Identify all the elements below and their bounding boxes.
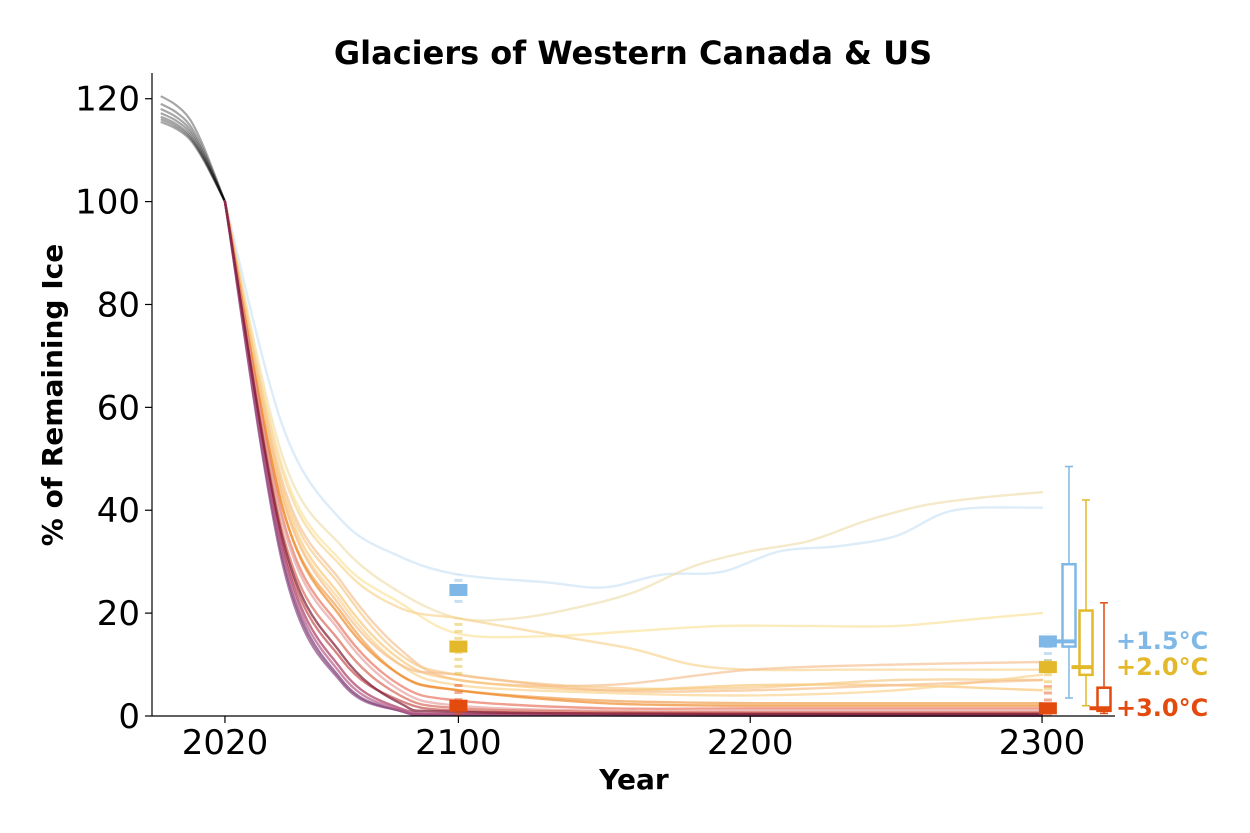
historical-line bbox=[160, 120, 226, 203]
legend-label: +2.0°C bbox=[1116, 653, 1208, 681]
marker-median-2100 bbox=[449, 640, 468, 653]
projection-line bbox=[223, 200, 1044, 717]
legend-label: +3.0°C bbox=[1116, 694, 1208, 722]
y-tick-label: 40 bbox=[97, 491, 140, 531]
legend-label: +1.5°C bbox=[1116, 627, 1208, 655]
marker-median-2100 bbox=[449, 583, 468, 596]
marker-median-2302 bbox=[1038, 661, 1057, 674]
legend: +1.5°C+2.0°C +3.0°C bbox=[1116, 627, 1208, 722]
y-tick-label: 120 bbox=[75, 80, 140, 120]
projection-line bbox=[223, 200, 1044, 688]
historical-line bbox=[160, 108, 226, 203]
y-tick-label: 80 bbox=[97, 285, 140, 325]
x-tick-label: 2300 bbox=[999, 723, 1086, 763]
axes: 0 20 40 60 80 100 120 2020 2100 2200 2300 bbox=[75, 73, 1115, 763]
projection-line bbox=[223, 200, 1044, 589]
historical-line bbox=[160, 118, 226, 203]
boxplot-box bbox=[1096, 686, 1112, 713]
x-tick-label: 2020 bbox=[182, 723, 269, 763]
historical-line bbox=[160, 102, 226, 203]
y-tick-label: 100 bbox=[75, 183, 140, 223]
historical-line bbox=[160, 95, 226, 202]
y-axis-label: % of Remaining Ice bbox=[36, 244, 69, 546]
boxplot-box bbox=[1061, 563, 1077, 648]
historical-line bbox=[160, 112, 226, 203]
projection-line bbox=[223, 200, 1044, 716]
marker-median-2302 bbox=[1038, 635, 1057, 648]
projection-line bbox=[223, 200, 1044, 693]
projection-line bbox=[223, 200, 1044, 717]
y-tick-label: 60 bbox=[97, 388, 140, 428]
projection-line bbox=[223, 200, 1044, 692]
y-tick-label: 0 bbox=[118, 697, 140, 737]
x-tick-label: 2100 bbox=[415, 723, 502, 763]
projection-line bbox=[223, 200, 1044, 717]
historical-line bbox=[160, 115, 226, 203]
boxplot-box bbox=[1078, 609, 1094, 677]
projection-line bbox=[223, 200, 1044, 711]
chart-title: Glaciers of Western Canada & US bbox=[334, 34, 932, 72]
marker-median-2302 bbox=[1038, 702, 1057, 715]
y-tick-label: 20 bbox=[97, 594, 140, 634]
projection-line bbox=[223, 200, 1044, 672]
marker-median-2100 bbox=[449, 699, 468, 712]
projection-line bbox=[223, 200, 1044, 708]
x-axis-label: Year bbox=[598, 763, 669, 796]
plot-area bbox=[160, 95, 1112, 717]
projection-line bbox=[223, 200, 1044, 622]
x-tick-label: 2200 bbox=[707, 723, 794, 763]
